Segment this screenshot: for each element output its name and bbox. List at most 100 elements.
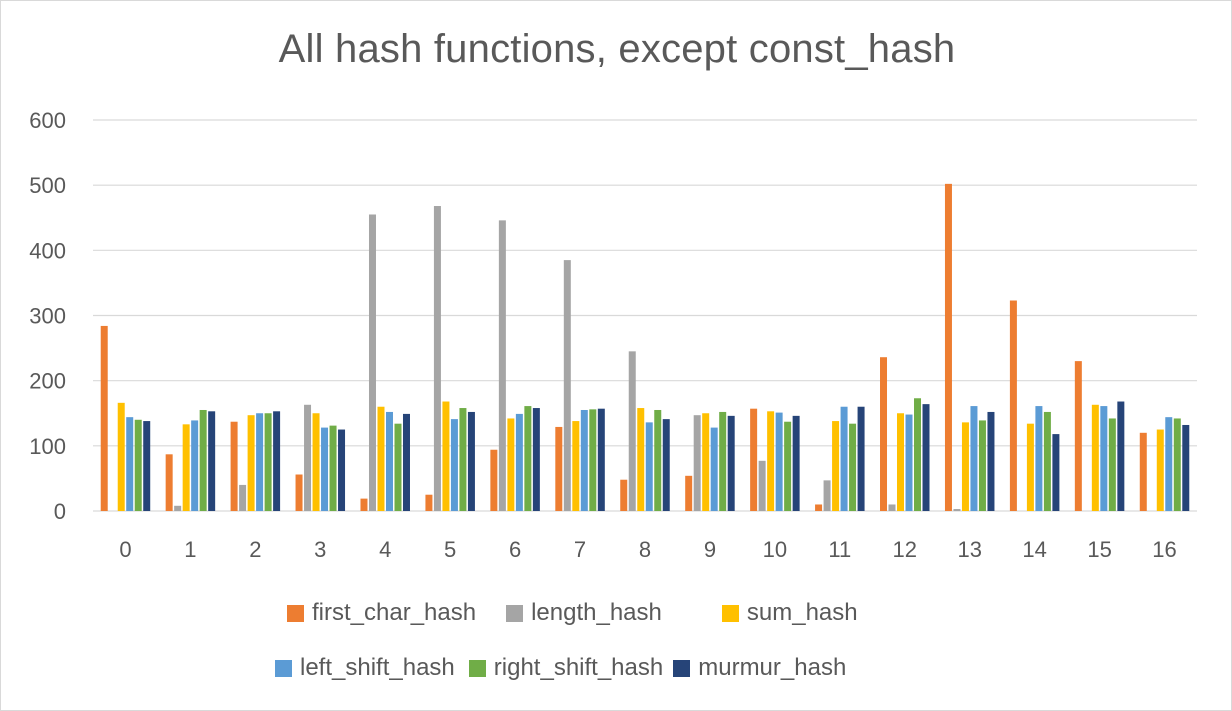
legend-swatch-right-shift-hash — [468, 659, 486, 677]
bar — [815, 504, 823, 511]
bar — [117, 402, 125, 511]
x-tick-label: 11 — [828, 537, 851, 562]
bar — [662, 419, 670, 511]
bar — [970, 406, 978, 511]
bar — [563, 260, 571, 511]
bar — [978, 420, 986, 511]
x-tick-label: 16 — [1152, 537, 1176, 562]
bar — [338, 429, 346, 511]
bar — [402, 413, 410, 511]
x-tick-label: 10 — [763, 537, 787, 562]
bar — [199, 409, 207, 511]
y-axis-ticks: 0 100 200 300 400 500 600 — [29, 108, 66, 524]
bar — [792, 415, 800, 511]
bar — [459, 408, 467, 511]
legend-label-left-shift-hash: left_shift_hash — [300, 654, 455, 681]
chart-title: All hash functions, except const_hash — [278, 27, 956, 71]
bar — [329, 425, 337, 511]
x-tick-label: 5 — [444, 537, 456, 562]
bar — [922, 404, 930, 511]
bar — [433, 206, 441, 511]
bar — [174, 505, 182, 511]
bar — [143, 421, 151, 511]
y-tick-label: 100 — [29, 434, 66, 459]
bar — [953, 509, 961, 511]
bar — [264, 413, 272, 511]
bar — [857, 406, 865, 511]
bar — [727, 415, 735, 511]
x-tick-label: 3 — [314, 537, 326, 562]
bar — [1139, 432, 1147, 511]
bar — [442, 401, 450, 511]
bar — [1117, 401, 1125, 511]
legend-label-first-char-hash: first_char_hash — [312, 599, 477, 626]
series-length-hash — [174, 206, 961, 512]
bar — [888, 504, 896, 511]
legend-label-murmur-hash: murmur_hash — [698, 654, 847, 681]
bar — [126, 417, 134, 511]
legend-item-murmur-hash: murmur_hash — [673, 654, 846, 682]
x-tick-label: 4 — [379, 537, 391, 562]
bar — [450, 419, 458, 511]
x-tick-label: 2 — [249, 537, 261, 562]
series-murmur-hash — [143, 401, 1190, 511]
x-tick-label: 0 — [119, 537, 131, 562]
bar — [1173, 418, 1181, 511]
bar — [572, 421, 580, 511]
legend-item-length-hash: length_hash — [506, 599, 662, 627]
bar — [1165, 417, 1173, 511]
bar — [394, 423, 402, 511]
y-tick-label: 0 — [54, 499, 66, 524]
x-axis-ticks: 0 1 2 3 4 5 6 7 8 9 10 11 12 13 14 15 16 — [119, 537, 1176, 562]
bar — [555, 426, 563, 511]
bar — [1052, 434, 1060, 511]
y-tick-label: 400 — [29, 238, 66, 263]
bar — [1091, 404, 1099, 511]
y-tick-label: 500 — [29, 173, 66, 198]
x-tick-label: 7 — [574, 537, 586, 562]
legend-swatch-first-char-hash — [287, 604, 304, 622]
x-tick-label: 9 — [704, 537, 716, 562]
bar — [1026, 423, 1034, 511]
bar — [247, 415, 255, 511]
bar — [230, 421, 238, 511]
bar — [385, 411, 393, 511]
legend-swatch-length-hash — [506, 604, 524, 622]
bar — [1043, 411, 1051, 511]
x-tick-label: 15 — [1087, 537, 1111, 562]
y-tick-label: 300 — [29, 304, 66, 329]
bar — [944, 183, 952, 512]
bar — [1035, 406, 1043, 511]
bar — [208, 411, 216, 511]
bar — [304, 404, 312, 511]
bar — [914, 398, 922, 511]
bar — [987, 411, 995, 511]
bar — [654, 409, 662, 511]
bar — [905, 414, 913, 511]
legend-row-1: first_char_hash length_hash sum_hash — [287, 596, 858, 630]
x-tick-label: 8 — [639, 537, 651, 562]
y-tick-label: 600 — [29, 108, 66, 133]
bar — [1182, 424, 1190, 511]
bar — [620, 479, 628, 511]
bar — [897, 413, 905, 511]
bar — [628, 351, 636, 511]
bar — [1074, 361, 1082, 511]
bar — [377, 406, 385, 511]
bar — [1009, 300, 1017, 511]
bar — [685, 475, 693, 511]
bar — [507, 418, 515, 511]
bar — [515, 413, 523, 511]
x-tick-label: 12 — [893, 537, 917, 562]
bar — [961, 422, 969, 511]
legend-label-sum-hash: sum_hash — [746, 599, 858, 626]
bar — [134, 419, 142, 511]
legend-label-length-hash: length_hash — [531, 599, 662, 626]
legend-swatch-sum-hash — [721, 604, 739, 622]
legend-item-left-shift-hash: left_shift_hash — [275, 654, 455, 682]
bar — [637, 408, 645, 511]
legend-item-first-char-hash: first_char_hash — [287, 599, 476, 627]
bar — [840, 406, 848, 511]
legend-label-right-shift-hash: right_shift_hash — [493, 654, 664, 681]
